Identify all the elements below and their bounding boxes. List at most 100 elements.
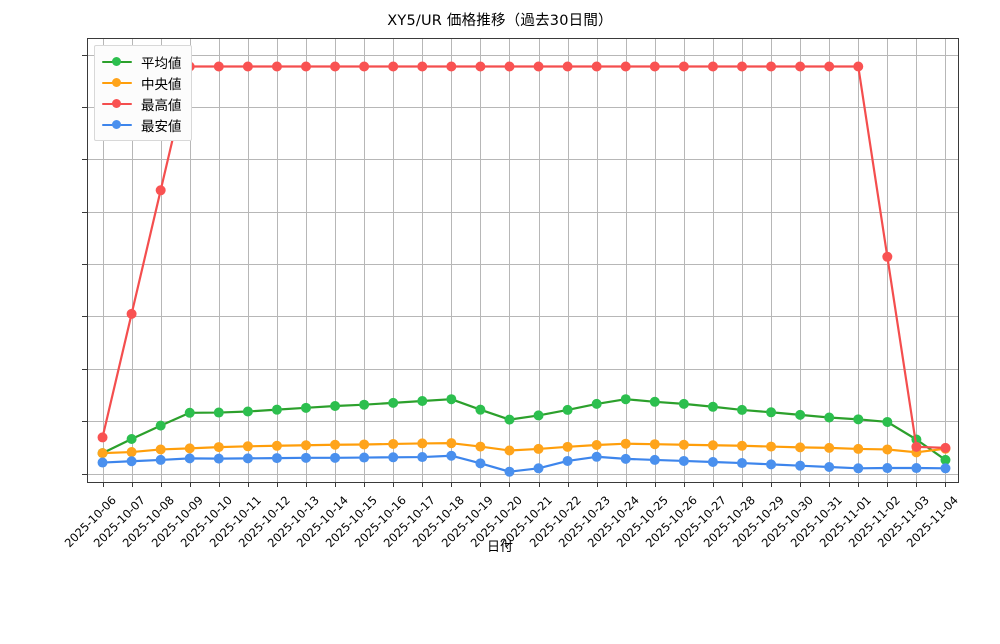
data-point: [562, 441, 573, 452]
data-point: [301, 402, 311, 413]
gridline-horizontal: [88, 316, 958, 318]
data-point: [649, 439, 660, 450]
data-point: [155, 444, 166, 455]
data-point: [446, 450, 457, 461]
data-point: [301, 440, 311, 451]
data-point: [184, 453, 195, 464]
series-line: [101, 65, 947, 449]
data-point: [562, 455, 573, 466]
x-tick: [364, 482, 366, 487]
gridline-horizontal: [88, 421, 958, 423]
data-point: [475, 61, 486, 72]
legend: 平均値 中央値 最高値 最安値: [94, 45, 192, 141]
data-point: [359, 452, 370, 463]
y-tick: [82, 211, 88, 213]
data-point: [97, 457, 108, 468]
data-point: [533, 443, 544, 454]
y-tick: [82, 107, 88, 109]
data-point: [940, 454, 951, 465]
data-point: [475, 458, 486, 469]
gridline-vertical: [945, 39, 947, 482]
data-point: [184, 407, 195, 418]
gridline-vertical: [800, 39, 802, 482]
x-tick: [393, 482, 395, 487]
x-tick: [654, 482, 656, 487]
x-tick: [538, 482, 540, 487]
data-point: [504, 61, 515, 72]
data-point: [882, 463, 893, 474]
data-point: [271, 453, 282, 464]
x-tick: [945, 482, 947, 487]
legend-item-最安値[interactable]: 最安値: [102, 114, 182, 135]
gridline-vertical: [567, 39, 569, 482]
data-point: [271, 404, 282, 415]
x-tick: [829, 482, 831, 487]
data-point: [242, 61, 253, 72]
data-point: [301, 61, 311, 72]
data-point: [213, 442, 224, 453]
x-tick: [887, 482, 889, 487]
gridline-horizontal: [88, 264, 958, 266]
data-point: [155, 420, 166, 431]
gridline-vertical: [916, 39, 918, 482]
data-point: [562, 404, 573, 415]
data-point: [824, 442, 835, 453]
x-tick: [131, 482, 133, 487]
data-point: [504, 414, 515, 425]
data-point: [155, 454, 166, 465]
y-tick: [82, 264, 88, 266]
legend-label: 平均値: [141, 55, 182, 72]
data-point: [853, 463, 864, 474]
data-point: [620, 61, 631, 72]
data-point: [766, 61, 777, 72]
x-tick: [683, 482, 685, 487]
data-point: [388, 452, 399, 463]
data-point: [213, 453, 224, 464]
data-point: [795, 442, 806, 453]
x-tick: [480, 482, 482, 487]
x-tick: [712, 482, 714, 487]
legend-marker-icon: [102, 97, 132, 110]
data-point: [737, 61, 747, 72]
data-point: [242, 453, 253, 464]
data-point: [707, 457, 718, 468]
x-tick: [858, 482, 860, 487]
gridline-horizontal: [88, 107, 958, 109]
gridline-vertical: [189, 39, 191, 482]
data-point: [853, 414, 864, 425]
data-point: [591, 398, 602, 409]
x-tick: [567, 482, 569, 487]
data-point: [707, 61, 718, 72]
data-point: [824, 461, 835, 472]
legend-marker-icon: [102, 76, 132, 89]
data-point: [766, 459, 777, 470]
series-line: [101, 442, 947, 455]
gridline-horizontal: [88, 54, 958, 56]
data-point: [940, 463, 951, 474]
data-point: [417, 396, 428, 407]
data-point: [271, 440, 282, 451]
data-point: [330, 439, 341, 450]
x-tick: [189, 482, 191, 487]
data-point: [882, 444, 893, 455]
legend-item-平均値[interactable]: 平均値: [102, 51, 182, 72]
data-point: [737, 404, 747, 415]
data-point: [359, 399, 370, 410]
series-最安値: [97, 450, 951, 477]
data-point: [504, 466, 515, 477]
data-point: [301, 452, 311, 463]
series-中央値: [97, 438, 951, 459]
gridline-vertical: [654, 39, 656, 482]
data-point: [330, 61, 341, 72]
data-point: [678, 455, 689, 466]
legend-item-中央値[interactable]: 中央値: [102, 72, 182, 93]
x-tick: [102, 482, 104, 487]
data-point: [591, 61, 602, 72]
data-point: [330, 452, 341, 463]
legend-item-最高値[interactable]: 最高値: [102, 93, 182, 114]
x-tick: [247, 482, 249, 487]
x-tick: [306, 482, 307, 487]
data-point: [242, 441, 253, 452]
gridline-vertical: [829, 39, 831, 482]
data-point: [911, 463, 922, 474]
